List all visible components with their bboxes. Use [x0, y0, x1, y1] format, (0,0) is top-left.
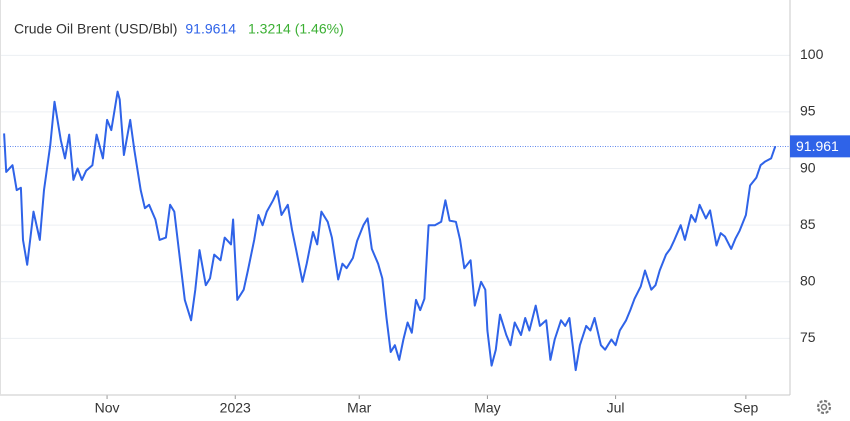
- price-line: [3, 90, 777, 372]
- y-tick-label: 95: [800, 103, 816, 119]
- x-tick-label: May: [474, 400, 500, 416]
- chart-title: Crude Oil Brent (USD/Bbl): [14, 21, 177, 37]
- x-tick-label: Sep: [733, 400, 758, 416]
- last-value-label: 91.961: [796, 138, 839, 154]
- y-tick-label: 100: [800, 46, 824, 62]
- last-value: 91.9614: [185, 21, 236, 37]
- x-tick-label: Mar: [347, 400, 371, 416]
- y-tick-label: 90: [800, 159, 816, 175]
- x-tick-label: 2023: [220, 400, 251, 416]
- settings-icon[interactable]: [816, 399, 832, 415]
- x-tick-label: Nov: [95, 400, 120, 416]
- y-tick-label: 80: [800, 272, 816, 288]
- y-tick-label: 75: [800, 329, 816, 345]
- change: 1.3214 (1.46%): [248, 21, 344, 37]
- y-tick-label: 85: [800, 216, 816, 232]
- last-value-box: [790, 135, 850, 158]
- gear-hub[interactable]: [820, 403, 828, 411]
- x-tick-label: Jul: [607, 400, 625, 416]
- gear[interactable]: [816, 399, 832, 415]
